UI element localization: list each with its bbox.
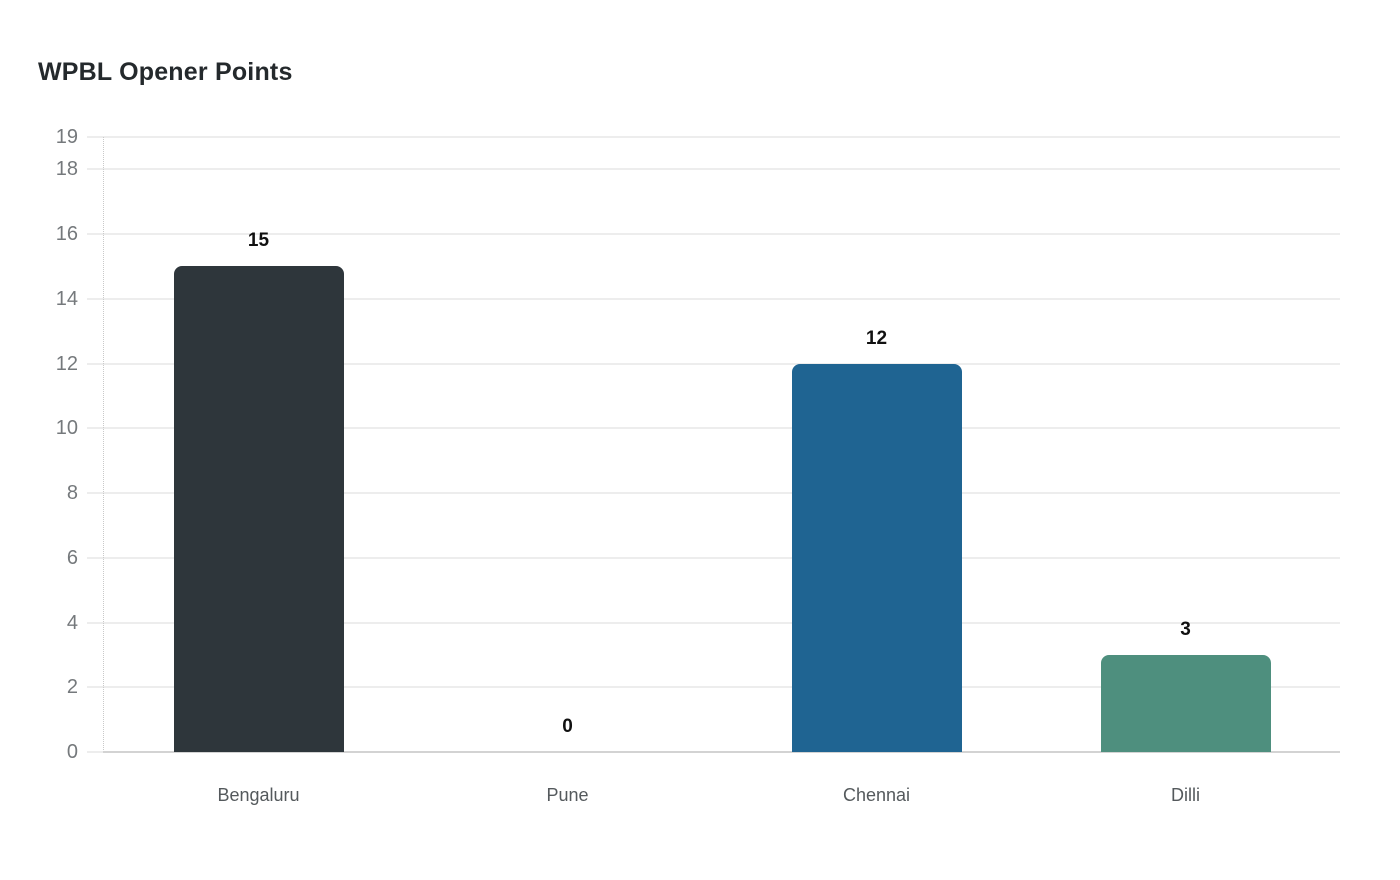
x-axis-line [103,751,1340,753]
x-axis-label-bengaluru: Bengaluru [217,785,300,805]
grid-line [87,621,1340,624]
y-tick-label: 2 [66,676,78,699]
y-tick-label: 16 [55,223,78,246]
y-tick-label: 6 [66,546,78,569]
value-label-bengaluru: 15 [247,230,270,252]
value-label-dilli: 3 [1180,618,1191,640]
bar-chennai[interactable] [791,363,962,752]
value-label-chennai: 12 [865,327,888,349]
bar-bengaluru[interactable] [173,266,344,752]
y-tick-label: 10 [55,417,78,440]
bar-dilli[interactable] [1100,654,1271,752]
grid-line [87,136,1340,138]
value-label-pune: 0 [562,716,573,737]
grid-line [87,686,1340,689]
y-tick-label: 12 [55,352,78,375]
y-tick-label: 19 [55,126,78,148]
y-tick-label: 14 [55,287,78,310]
y-tick-label: 4 [66,611,78,634]
grid-line [87,492,1340,495]
y-tick-label: 8 [66,482,78,505]
grid-line [87,362,1340,365]
chart-title: WPBL Opener Points [38,58,293,86]
grid-line [87,233,1340,236]
x-axis-label-dilli: Dilli [1171,785,1200,805]
grid-line [87,297,1340,300]
grid-line [87,556,1340,559]
y-tick-label: 0 [66,741,78,763]
y-axis-line [103,137,104,752]
grid-line [87,427,1340,430]
grid-line [87,168,1340,171]
x-axis-label-pune: Pune [546,785,589,805]
y-tick-label: 18 [55,158,78,181]
x-axis-label-chennai: Chennai [842,785,911,805]
